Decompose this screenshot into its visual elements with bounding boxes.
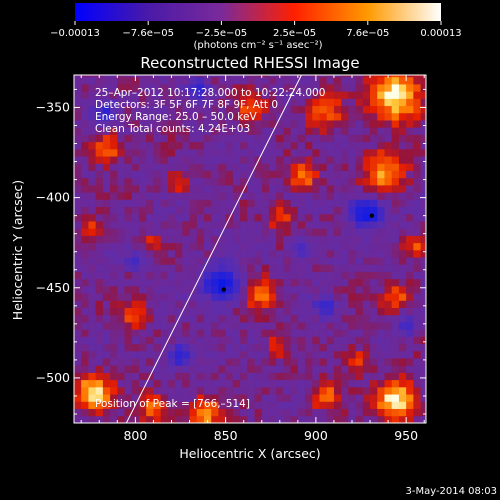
colorbar-tick-label: 7.6e−05 [346, 28, 389, 39]
info-line-energy: Energy Range: 25.0 – 50.0 keV [95, 111, 257, 123]
x-tick-label: 900 [304, 428, 328, 443]
colorbar-tick-label: −2.5e−05 [196, 28, 248, 39]
peak-marker [369, 213, 375, 218]
y-axis-label: Heliocentric Y (arcsec) [10, 180, 25, 320]
x-tick-label: 950 [394, 428, 418, 443]
solar-limb-line [125, 75, 302, 423]
colorbar-tick-label: 2.5e−05 [273, 28, 316, 39]
info-line-clean: Clean Total counts: 4.24E+03 [95, 123, 250, 135]
observation-info: 25–Apr–2012 10:17:28.000 to 10:22:24.000… [95, 87, 325, 135]
y-tick-label: −450 [36, 280, 70, 295]
y-tick-label: −400 [36, 190, 70, 205]
colorbar-unit: (photons cm⁻² s⁻¹ asec⁻²) [193, 40, 322, 51]
colorbar-tick-label: −7.6e−05 [122, 28, 174, 39]
x-axis-label: Heliocentric X (arcsec) [179, 446, 320, 461]
colorbar-ticks: −0.00013 −7.6e−05 −2.5e−05 2.5e−05 7.6e−05 0.… [50, 21, 462, 39]
colorbar-tick-label: 0.00013 [420, 28, 461, 39]
y-tick-label: −350 [36, 99, 70, 114]
axes: 800 850 900 950 −350 −400 −450 −500 [36, 75, 426, 443]
plot-frame [73, 74, 427, 424]
peak-marker [221, 287, 227, 292]
heatmap-plot-area [74, 75, 426, 423]
colorbar [75, 3, 441, 21]
peak-position-label: Position of Peak = [766,–514] [95, 398, 250, 410]
y-tick-label: −500 [36, 370, 70, 385]
colorbar-tick-label: −0.00013 [50, 28, 100, 39]
x-tick-label: 850 [214, 428, 238, 443]
x-tick-label: 800 [123, 428, 147, 443]
info-line-time: 25–Apr–2012 10:17:28.000 to 10:22:24.000 [95, 87, 325, 99]
info-line-detectors: Detectors: 3F 5F 6F 7F 8F 9F, Att 0 [95, 99, 278, 111]
chart-title: Reconstructed RHESSI Image [140, 54, 359, 72]
footer-date: 3-May-2014 08:03 [405, 486, 497, 497]
